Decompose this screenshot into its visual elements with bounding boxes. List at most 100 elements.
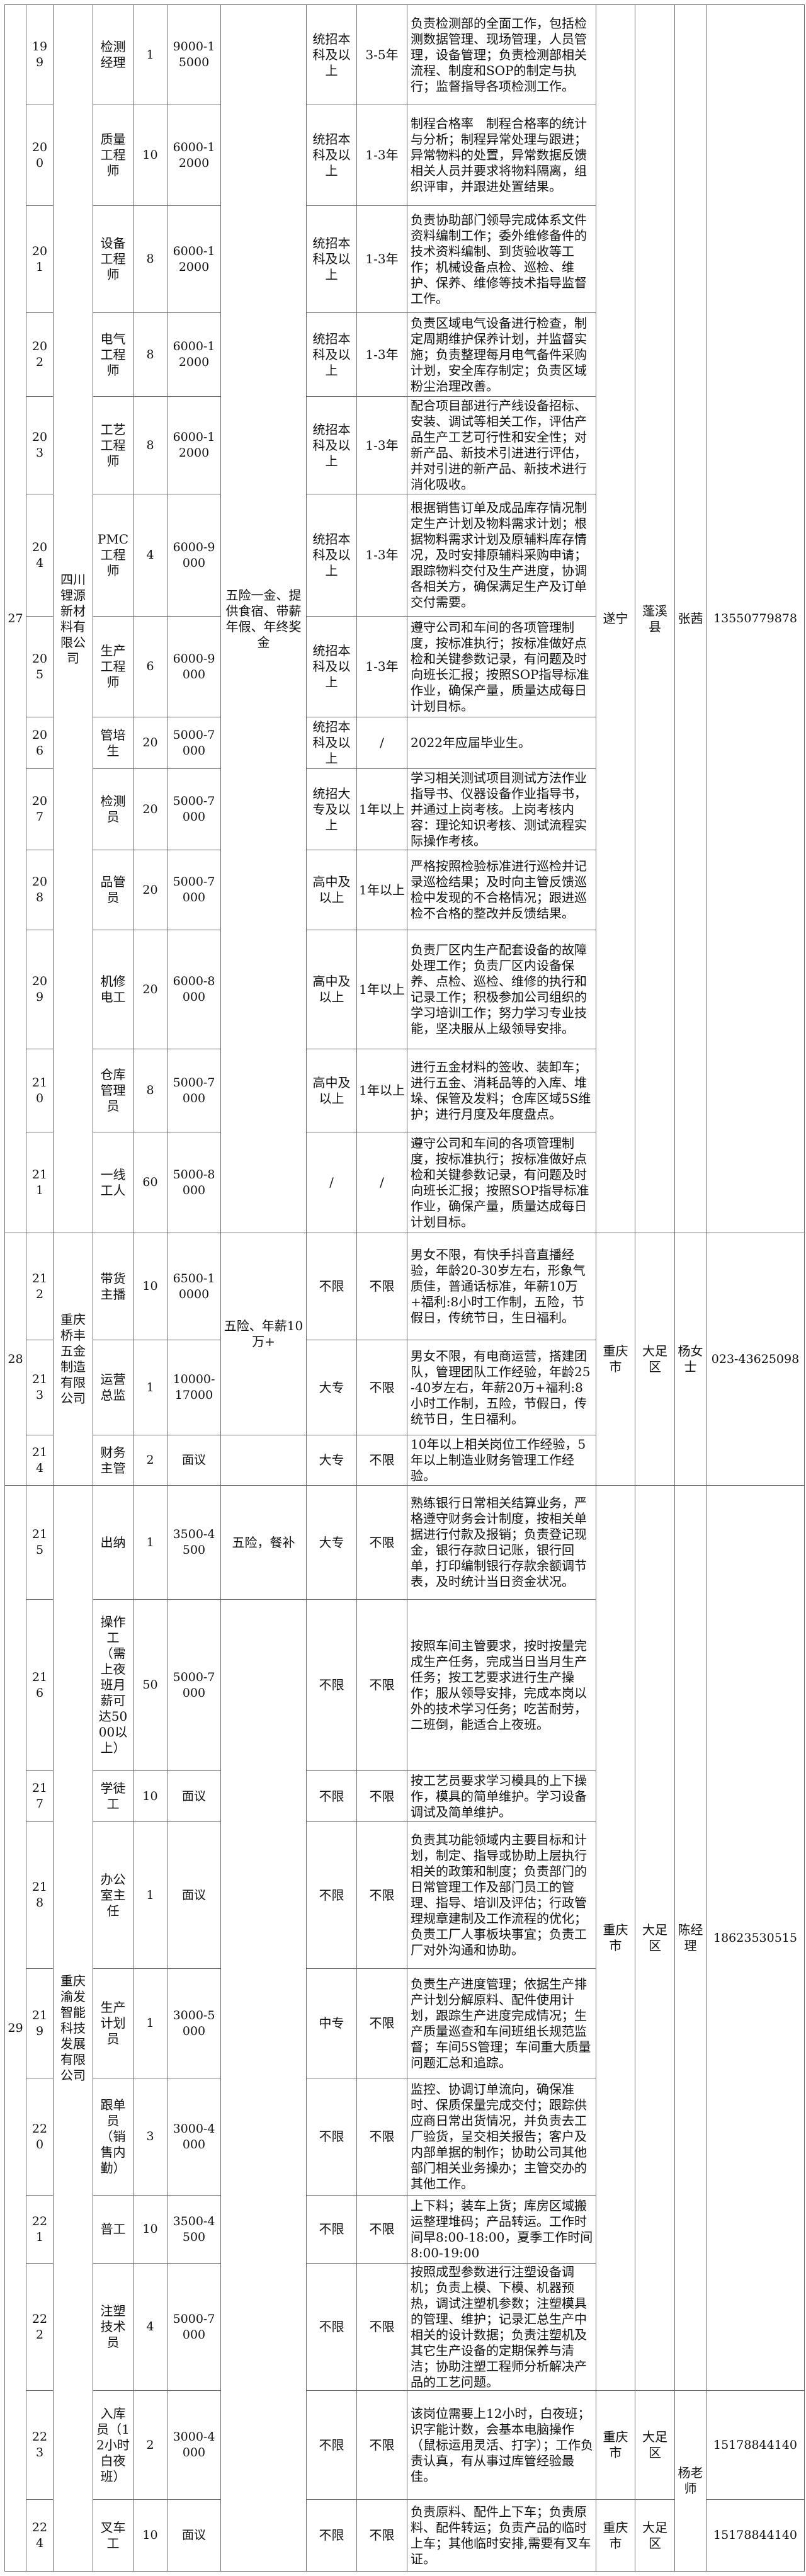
job-salary: 6000-8000 <box>167 930 221 1049</box>
job-count: 1 <box>133 1340 167 1435</box>
job-salary: 面议 <box>167 1821 221 1969</box>
company-name: 四川锂源新材料有限公司 <box>53 4 93 1233</box>
table-row: 207 检测员 20 5000-7000 统招大专及以上 1年以上 学习相关测试项目测试方法… <box>5 768 805 850</box>
table-row: 218 办公室主任 1 面议 不限 不限 负责其功能领域内主要目标和计划，制定、指导或协助上… <box>5 1821 805 1969</box>
table-row: 202 电气工程师 8 6000-12000 统招本科及以上 1-3年 负责区域电气设备进行… <box>5 312 805 397</box>
job-description: 学习相关测试项目测试方法作业指导书、仪器设备作业指导书，并通过上岗考核。上岗考核… <box>407 768 596 850</box>
job-salary: 10000-17000 <box>167 1340 221 1435</box>
education-requirement: 不限 <box>306 1821 357 1969</box>
job-id: 207 <box>26 768 54 850</box>
education-requirement: 不限 <box>306 2078 357 2196</box>
job-id: 204 <box>26 494 54 617</box>
job-description: 根据销售订单及成品库存情况制定生产计划及物料需求计划；根据物料需求计划及原辅料库… <box>407 494 596 617</box>
job-title: 机修电工 <box>93 930 133 1049</box>
job-salary: 5000-7000 <box>167 1049 221 1132</box>
job-title: 叉车工 <box>93 2499 133 2572</box>
experience-requirement: 不限 <box>356 2195 407 2264</box>
job-count: 1 <box>133 1485 167 1600</box>
education-requirement: 统招本科及以上 <box>306 717 357 769</box>
job-count: 10 <box>133 2195 167 2264</box>
job-count: 2 <box>133 1435 167 1486</box>
job-salary: 面议 <box>167 1770 221 1822</box>
job-count: 20 <box>133 717 167 769</box>
job-description: 遵守公司和车间的各项管理制度，按标准执行；按标准做好点检和关键参数记录，有问题及… <box>407 1132 596 1233</box>
job-id: 218 <box>26 1821 54 1969</box>
experience-requirement: 不限 <box>356 1821 407 1969</box>
job-description: 制程合格率 制程合格率的统计与分析；制程异常处理与跟进；异常物料的处置，异常数据… <box>407 105 596 206</box>
city: 重庆市 <box>596 1233 635 1486</box>
job-title: 管培生 <box>93 717 133 769</box>
job-salary: 6000-12000 <box>167 396 221 494</box>
experience-requirement: 1-3年 <box>356 105 407 206</box>
education-requirement: / <box>306 1132 357 1233</box>
experience-requirement: 不限 <box>356 1340 407 1435</box>
table-row: 224 叉车工 10 面议 不限 不限 负责原料、配件上下车；负责原料、配件转运；负责产品的… <box>5 2499 805 2572</box>
contact-person: 杨老师 <box>674 2390 707 2572</box>
job-title: 学徒工 <box>93 1770 133 1822</box>
job-salary: 6000-12000 <box>167 105 221 206</box>
job-count: 20 <box>133 850 167 930</box>
job-count: 8 <box>133 396 167 494</box>
job-title: 出纳 <box>93 1485 133 1600</box>
experience-requirement: 不限 <box>356 1435 407 1486</box>
education-requirement: 统招大专及以上 <box>306 768 357 850</box>
district: 大足区 <box>635 1233 675 1486</box>
job-count: 8 <box>133 1049 167 1132</box>
job-count: 60 <box>133 1132 167 1233</box>
job-description: 按照车间主管要求，按时按量完成生产任务，完成当日当月生产任务；按工艺要求进行生产… <box>407 1599 596 1771</box>
education-requirement: 统招本科及以上 <box>306 616 357 717</box>
benefits <box>220 1599 307 2572</box>
table-row: 208 品管员 20 5000-7000 高中及以上 1年以上 严格按照检验标准进行巡检并记… <box>5 850 805 930</box>
company-number: 27 <box>4 4 26 1233</box>
job-salary: 6500-10000 <box>167 1233 221 1340</box>
job-description: 按照成型参数进行注塑设备调机；负责上模、下模、机器预热，调试注塑机参数；注塑模具… <box>407 2263 596 2391</box>
job-title: 注塑技术员 <box>93 2263 133 2391</box>
table-row: 216 操作工（需上夜班月薪可达5000以上） 50 5000-7000 不限 不限 按照车… <box>5 1599 805 2572</box>
benefits <box>220 1435 307 1486</box>
job-id: 222 <box>26 2263 54 2391</box>
job-salary: 3500-4500 <box>167 2195 221 2264</box>
experience-requirement: 不限 <box>356 2078 407 2196</box>
job-description: 男女不限，有电商运营，搭建团队，管理团队工作经验，年龄25-40岁左右，年薪20… <box>407 1340 596 1435</box>
education-requirement: 不限 <box>306 2499 357 2572</box>
job-count: 3 <box>133 2078 167 2196</box>
job-id: 205 <box>26 616 54 717</box>
company-number: 29 <box>4 1485 26 2572</box>
job-count: 50 <box>133 1599 167 1771</box>
table-row: 210 仓库管理员 8 5000-7000 高中及以上 1年以上 进行五金材料的签收、装卸车… <box>5 1049 805 1132</box>
job-id: 202 <box>26 312 54 397</box>
job-description: 负责厂区内生产配套设备的故障处理工作；负责厂区内设备保养、点检、巡检、维修的执行… <box>407 930 596 1049</box>
job-salary: 6000-9000 <box>167 494 221 617</box>
experience-requirement: 不限 <box>356 2390 407 2500</box>
job-description: 负责生产进度管理；依据生产排产计划分解原料、配件使用计划，跟踪生产进度完成情况；… <box>407 1968 596 2078</box>
table-row: 209 机修电工 20 6000-8000 高中及以上 1年以上 负责厂区内生产配套设备的故… <box>5 930 805 1049</box>
job-title: 普工 <box>93 2195 133 2264</box>
job-title: 生产计划员 <box>93 1968 133 2078</box>
education-requirement: 高中及以上 <box>306 930 357 1049</box>
job-id: 201 <box>26 205 54 313</box>
education-requirement: 中专 <box>306 1968 357 2078</box>
job-count: 8 <box>133 312 167 397</box>
job-count: 1 <box>133 4 167 105</box>
contact-person: 张茜 <box>674 4 707 1233</box>
job-salary: 5000-7000 <box>167 1599 221 1771</box>
job-title: 操作工（需上夜班月薪可达5000以上） <box>93 1599 133 1771</box>
job-title: 运营总监 <box>93 1340 133 1435</box>
table-row: 213 运营总监 1 10000-17000 大专 不限 男女不限，有电商运营，搭建团队，管… <box>5 1340 805 1435</box>
job-count: 1 <box>133 1821 167 1969</box>
job-salary: 面议 <box>167 1435 221 1486</box>
education-requirement: 统招本科及以上 <box>306 205 357 313</box>
job-title: 一线工人 <box>93 1132 133 1233</box>
job-id: 216 <box>26 1599 54 1771</box>
experience-requirement: 3-5年 <box>356 4 407 105</box>
education-requirement: 统招本科及以上 <box>306 494 357 617</box>
job-count: 10 <box>133 2499 167 2572</box>
benefits: 五险、年薪10万+ <box>220 1233 307 1435</box>
job-id: 220 <box>26 2078 54 2196</box>
job-description: 2022年应届毕业生。 <box>407 717 596 769</box>
table-row: 222 注塑技术员 4 5000-7000 不限 不限 按照成型参数进行注塑设备调机；负责上… <box>5 2263 805 2391</box>
table-row: 223 入库员（12小时白夜班） 2 3000-4000 不限 不限 该岗位需要上12小时，… <box>5 2390 805 2572</box>
experience-requirement: 1-3年 <box>356 205 407 313</box>
job-title: 带货主播 <box>93 1233 133 1340</box>
job-salary: 5000-8000 <box>167 1132 221 1233</box>
